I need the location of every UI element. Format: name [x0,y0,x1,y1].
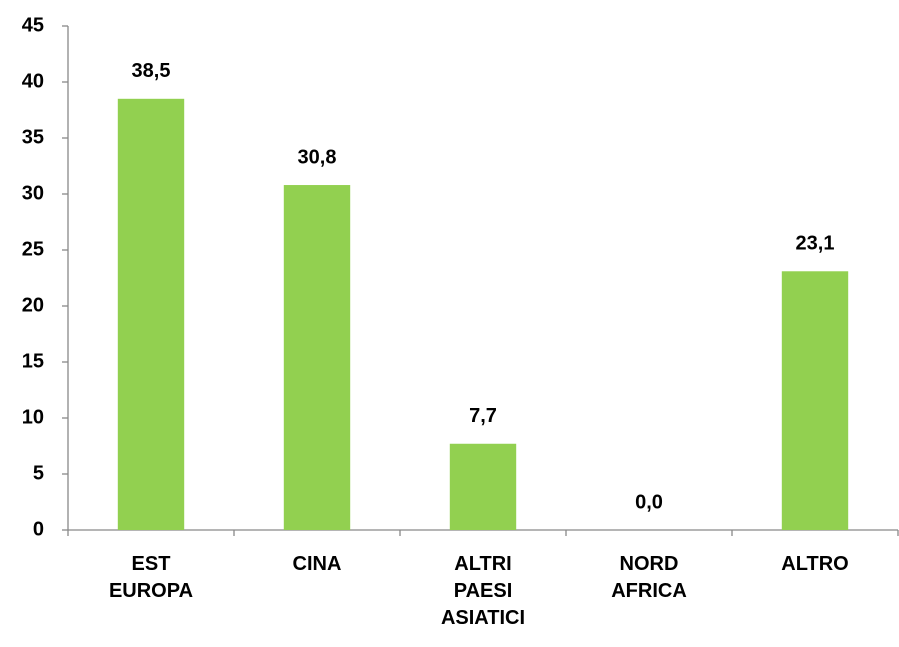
bar [117,98,185,531]
value-label: 7,7 [469,405,497,427]
y-tick-label: 20 [22,294,44,316]
x-tick-label: ALTRI PAESI ASIATICI [441,553,525,629]
y-tick-label: 15 [22,350,44,372]
x-tick-label: NORD AFRICA [611,553,687,602]
y-tick-label: 45 [22,14,44,36]
y-tick-label: 30 [22,182,44,204]
value-label: 0,0 [635,491,663,513]
bar [283,185,351,531]
value-label: 30,8 [298,146,337,168]
y-tick-label: 40 [22,70,44,92]
y-tick-label: 35 [22,126,44,148]
x-tick-label: ALTRO [781,553,848,575]
y-tick-label: 5 [33,462,44,484]
x-tick-label: CINA [293,553,342,575]
value-label: 23,1 [796,233,835,255]
value-label: 38,5 [132,60,171,82]
bar [781,271,849,530]
y-tick-label: 10 [22,406,44,428]
y-tick-label: 0 [33,518,44,540]
bar [449,443,517,530]
x-tick-label: EST EUROPA [109,553,193,602]
y-tick-label: 25 [22,238,44,260]
